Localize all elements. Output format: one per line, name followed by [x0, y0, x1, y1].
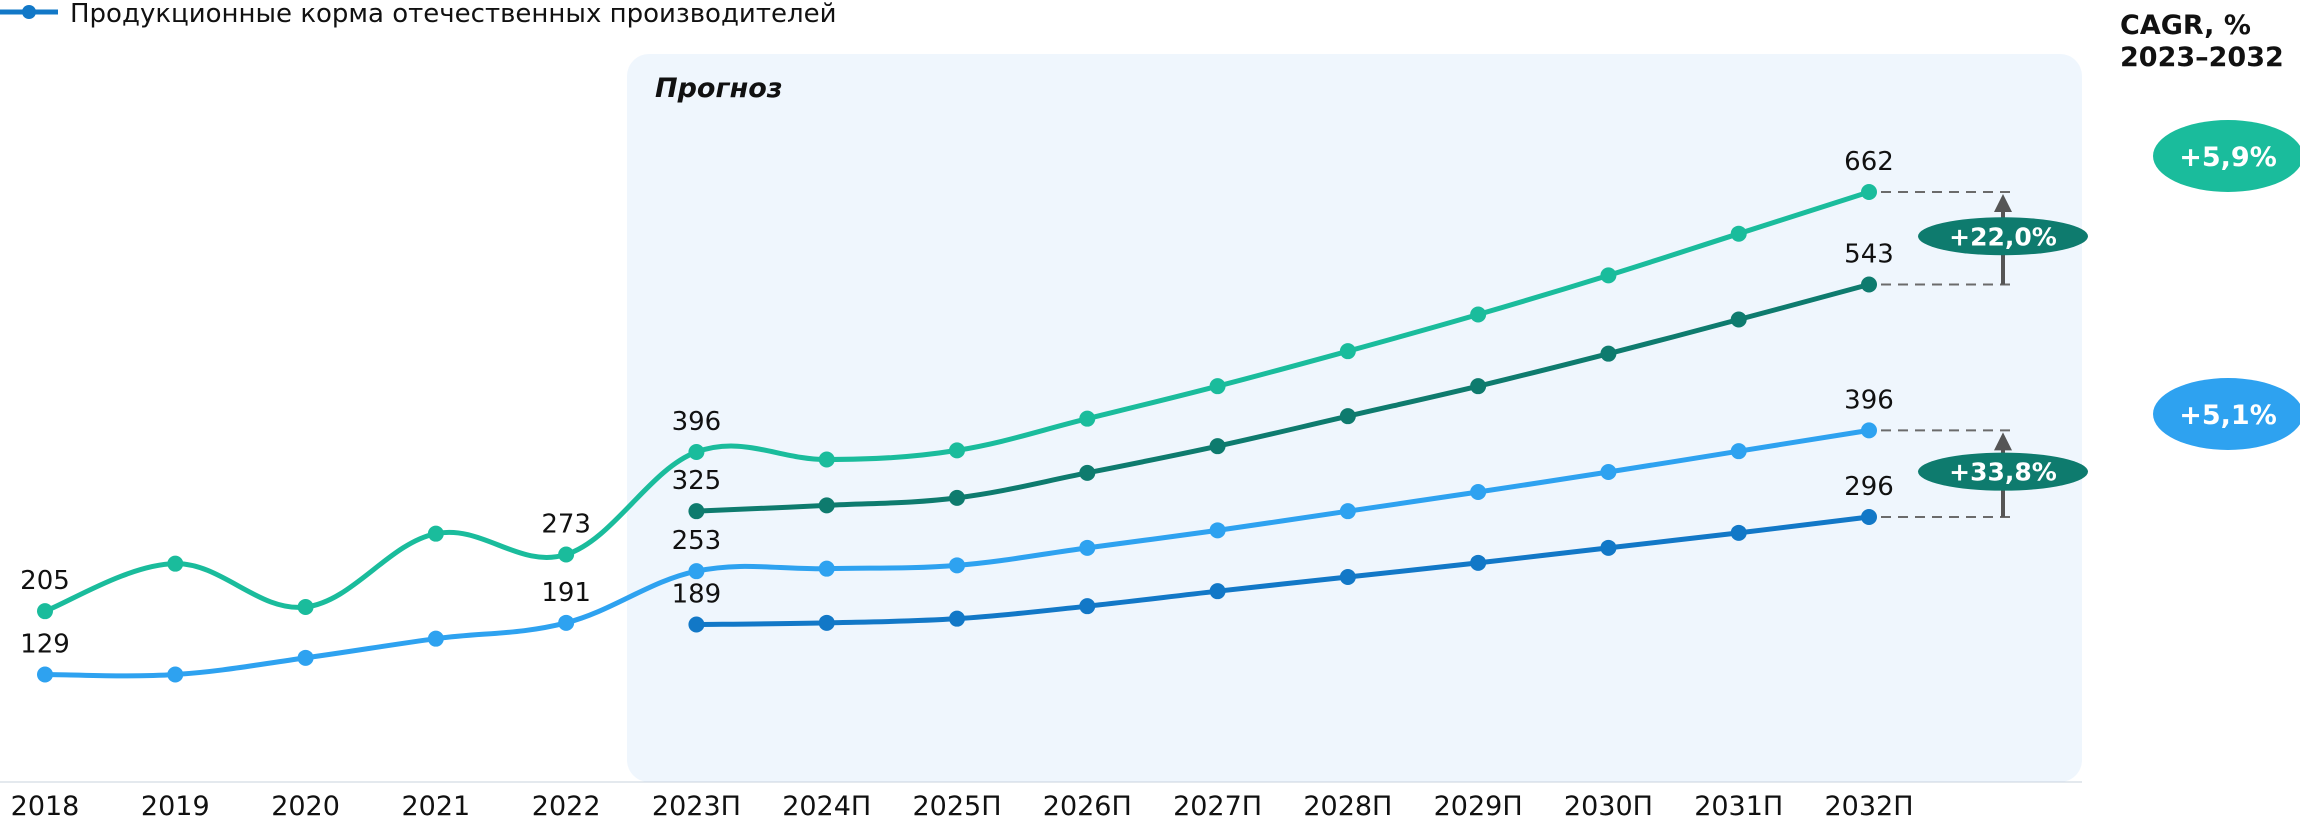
- series-2-point: [1730, 443, 1747, 460]
- series-1-point: [688, 503, 705, 520]
- x-tick-label: 2021: [401, 791, 470, 817]
- series-layer: [37, 184, 1877, 683]
- series-3-point: [1209, 583, 1226, 600]
- difference-arrow-head: [1994, 194, 2012, 213]
- series-0-point: [1730, 225, 1747, 242]
- series-2-point: [688, 563, 705, 580]
- series-2-point: [1600, 464, 1617, 481]
- x-tick-label: 2031П: [1694, 791, 1783, 817]
- series-0-point: [1209, 378, 1226, 395]
- series-2-point: [1470, 484, 1487, 501]
- x-tick-label: 2032П: [1824, 791, 1913, 817]
- legend-marker: [22, 5, 36, 19]
- series-2-point: [818, 560, 835, 577]
- x-tick-label: 2028П: [1303, 791, 1392, 817]
- series-0-line: [42, 189, 1872, 614]
- x-tick-label: 2026П: [1043, 791, 1132, 817]
- difference-badge: [1918, 217, 2088, 256]
- cagr-badge: [2153, 120, 2300, 192]
- data-label: 662: [1844, 147, 1894, 177]
- cagr-title-line-2: 2023–2032: [2120, 42, 2284, 73]
- x-tick-label: 2019: [141, 791, 210, 817]
- data-label: 396: [672, 407, 722, 437]
- difference-arrow-head: [1994, 432, 2012, 451]
- x-tick-label: 2018: [11, 791, 80, 817]
- series-1-point: [949, 489, 965, 506]
- series-3-point: [1861, 509, 1877, 526]
- series-2-point: [37, 666, 53, 683]
- series-2-point: [949, 557, 965, 574]
- series-0-point: [688, 444, 705, 461]
- series-1-point: [1339, 408, 1356, 425]
- series-2-point: [1339, 503, 1356, 520]
- series-3-point: [1470, 554, 1487, 571]
- series-2-point: [1209, 522, 1226, 539]
- series-0-point: [427, 525, 444, 542]
- x-tick-label: 2025П: [912, 791, 1001, 817]
- series-3-point: [1730, 524, 1747, 541]
- series-0-point: [949, 442, 965, 459]
- data-label: 253: [672, 526, 722, 556]
- series-1-point: [1730, 311, 1747, 328]
- series-0-point: [167, 555, 184, 572]
- legend-label: Продукционные корма отечественных произв…: [70, 0, 836, 29]
- data-label: 296: [1844, 472, 1894, 502]
- series-3-point: [1339, 569, 1356, 586]
- series-3-point: [1079, 598, 1096, 615]
- series-1-point: [1600, 345, 1617, 362]
- series-0-point: [818, 451, 835, 468]
- difference-badge: [1918, 452, 2088, 491]
- x-tick-label: 2027П: [1173, 791, 1262, 817]
- series-2-point: [1861, 422, 1877, 439]
- cagr-title-line-1: CAGR, %: [2120, 10, 2251, 41]
- series-2-point: [1079, 539, 1096, 556]
- x-tick-label: 2020: [271, 791, 340, 817]
- series-2-point: [167, 666, 184, 683]
- cagr-badge-text: +5,1%: [2179, 400, 2277, 431]
- overlay-layer: 205 273 396 662 325 543 129 191 253 396 189 296 +22,…: [20, 120, 2300, 660]
- series-0-point: [297, 599, 314, 616]
- series-3-point: [818, 614, 835, 631]
- cagr-badge-text: +5,9%: [2179, 142, 2277, 173]
- series-0-point: [1600, 267, 1617, 284]
- data-label: 396: [1844, 385, 1894, 415]
- series-0-point: [1339, 343, 1356, 360]
- series-2-point: [558, 614, 575, 631]
- series-1-point: [1470, 378, 1487, 395]
- series-1-point: [818, 497, 835, 514]
- series-3-point: [949, 610, 965, 627]
- series-3-point: [1600, 539, 1617, 556]
- series-0-point: [558, 546, 575, 563]
- series-3-line: [693, 514, 1872, 628]
- series-2-point: [427, 630, 444, 647]
- cagr-badge: [2153, 378, 2300, 450]
- data-label: 205: [20, 566, 70, 596]
- x-tick-label: 2022: [532, 791, 601, 817]
- series-0-point: [1470, 306, 1487, 323]
- forecast-label: Прогноз: [655, 73, 782, 104]
- series-2-point: [297, 649, 314, 666]
- x-tick-label: 2024П: [782, 791, 871, 817]
- series-0-point: [1861, 184, 1877, 201]
- data-label: 129: [20, 630, 70, 660]
- data-label: 273: [541, 510, 591, 540]
- series-1-point: [1209, 438, 1226, 455]
- data-label: 325: [672, 466, 722, 496]
- series-1-point: [1079, 464, 1096, 481]
- legend: Продукционные корма отечественных произв…: [0, 0, 836, 29]
- series-0-point: [1079, 410, 1096, 427]
- difference-badge-text: +22,0%: [1949, 222, 2057, 251]
- x-tick-label: 2030П: [1564, 791, 1653, 817]
- series-1-line: [693, 282, 1872, 514]
- difference-badge-text: +33,8%: [1949, 458, 2057, 487]
- data-label: 543: [1844, 240, 1894, 270]
- x-tick-label: 2023П: [652, 791, 741, 817]
- series-0-point: [37, 603, 53, 620]
- data-label: 189: [672, 580, 722, 610]
- series-1-point: [1861, 276, 1877, 293]
- series-3-point: [688, 616, 705, 633]
- data-label: 191: [541, 578, 591, 608]
- x-tick-label: 2029П: [1434, 791, 1523, 817]
